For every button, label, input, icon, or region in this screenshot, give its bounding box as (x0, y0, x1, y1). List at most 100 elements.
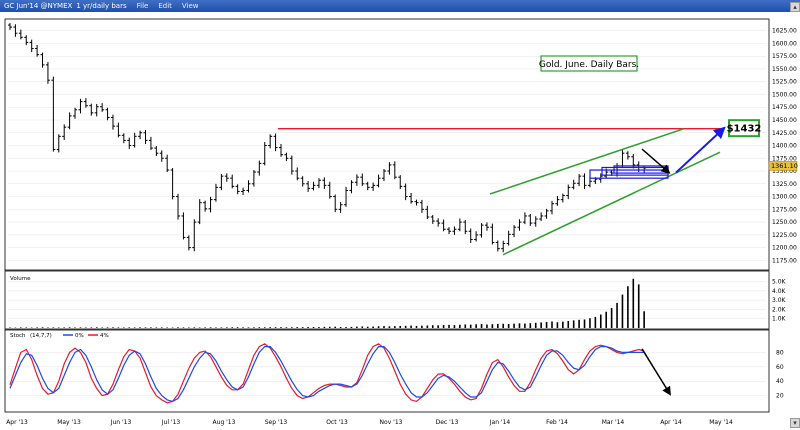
price-axis-labels: 1625.00 1600.00 1575.00 1550.00 1525.00 1500.… (772, 28, 797, 265)
date-tick-4: Aug '13 (213, 419, 236, 426)
price-bar (154, 146, 159, 156)
price-bar (517, 219, 522, 231)
price-bar (83, 98, 88, 108)
date-axis-labels: Apr '13 May '13 Jun '13 Jul '13 Aug '13 Sep '… (6, 419, 733, 426)
price-bar (381, 169, 386, 181)
price-bar (132, 132, 137, 148)
stoch-tick-3: 20 (776, 393, 784, 400)
price-bar (403, 183, 408, 201)
price-bar (197, 199, 202, 225)
price-bar (116, 122, 121, 138)
price-tick-12: 1325.00 (772, 181, 797, 188)
price-bar (306, 180, 311, 192)
price-bar (78, 98, 83, 114)
price-bar (165, 154, 170, 173)
price-bar (522, 212, 527, 225)
price-bar (539, 212, 544, 222)
stoch-axis-labels: 80 60 40 20 (776, 349, 784, 399)
price-tick-0: 1625.00 (772, 28, 797, 35)
price-tick-15: 1250.00 (772, 219, 797, 226)
price-bar (484, 222, 489, 231)
price-bar (56, 134, 61, 153)
price-bar (425, 205, 430, 220)
menu-view[interactable]: View (181, 2, 199, 10)
date-tick-6: Oct '13 (326, 419, 348, 426)
stoch-tick-2: 40 (776, 378, 784, 385)
price-bar (300, 176, 305, 187)
price-bar (170, 167, 175, 200)
date-tick-1: May '13 (57, 419, 81, 426)
price-bar (490, 223, 495, 245)
breakout-arrow (675, 126, 726, 174)
price-bar (13, 24, 18, 37)
price-bar (251, 170, 256, 187)
price-tick-18: 1175.00 (772, 257, 797, 264)
stoch-panel-frame (4, 329, 770, 413)
price-bar (550, 200, 554, 215)
date-tick-3: Jul '13 (161, 419, 181, 426)
stoch-header: Stoch (14,7,7) 0% 4% (10, 333, 109, 339)
price-bar (45, 62, 50, 84)
price-bar (354, 174, 359, 186)
projection-arrows (641, 126, 726, 174)
price-bar (224, 173, 229, 182)
price-bar (235, 184, 240, 195)
price-bar (284, 152, 289, 162)
price-bar (192, 219, 197, 252)
price-bar (322, 177, 327, 189)
stoch-down-arrow (641, 348, 671, 396)
price-bar (257, 160, 262, 176)
price-bar (51, 76, 56, 152)
price-bar (349, 180, 354, 194)
price-bar (555, 196, 560, 206)
price-bar (159, 150, 164, 162)
price-bar (105, 107, 110, 121)
stoch-arrows (641, 348, 671, 396)
price-tick-9: 1400.00 (772, 143, 797, 150)
price-bar (582, 173, 587, 189)
price-bar (295, 167, 300, 181)
price-bar (371, 182, 376, 191)
price-bar (533, 216, 538, 227)
price-bar (463, 220, 468, 235)
date-tick-9: Jan '14 (489, 419, 511, 426)
price-tick-6: 1475.00 (772, 104, 797, 111)
price-bar (18, 29, 23, 40)
price-bar (436, 218, 441, 227)
price-bar (327, 181, 332, 199)
price-bar (110, 114, 115, 130)
price-bar (273, 133, 278, 152)
stoch-tick-1: 60 (776, 364, 784, 371)
price-bar (452, 226, 457, 235)
price-bar (392, 161, 397, 180)
volume-tick-0: 5.0K (772, 279, 787, 286)
price-bar (148, 136, 153, 151)
price-grid (8, 30, 766, 261)
window-titlebar: GC Jun'14 @NYMEX 1 yr/daily bars File Ed… (0, 0, 800, 12)
price-bar (387, 162, 392, 175)
price-bar (333, 194, 338, 213)
chart-title: Gold. June. Daily Bars. (539, 60, 639, 70)
price-bar (560, 193, 565, 203)
price-bar (203, 200, 208, 212)
price-bar (127, 137, 132, 150)
price-bar (344, 186, 349, 207)
menu-file[interactable]: File (136, 2, 149, 10)
price-bar (544, 208, 549, 219)
price-tick-7: 1450.00 (772, 117, 797, 124)
last-price-label: 1361.10 (771, 162, 798, 170)
legend-0-label: 0% (75, 333, 84, 339)
price-tick-5: 1500.00 (772, 91, 797, 98)
price-bar (479, 223, 484, 238)
date-tick-0: Apr '13 (6, 419, 28, 426)
menu-edit[interactable]: Edit (158, 2, 172, 10)
price-bar (577, 174, 582, 187)
timeframe-label[interactable]: 1 yr/daily bars (76, 2, 127, 10)
volume-bars (9, 278, 645, 328)
price-panel-frame (4, 18, 770, 271)
price-bar (181, 212, 186, 240)
price-tick-3: 1550.00 (772, 66, 797, 73)
price-bar (29, 39, 34, 53)
